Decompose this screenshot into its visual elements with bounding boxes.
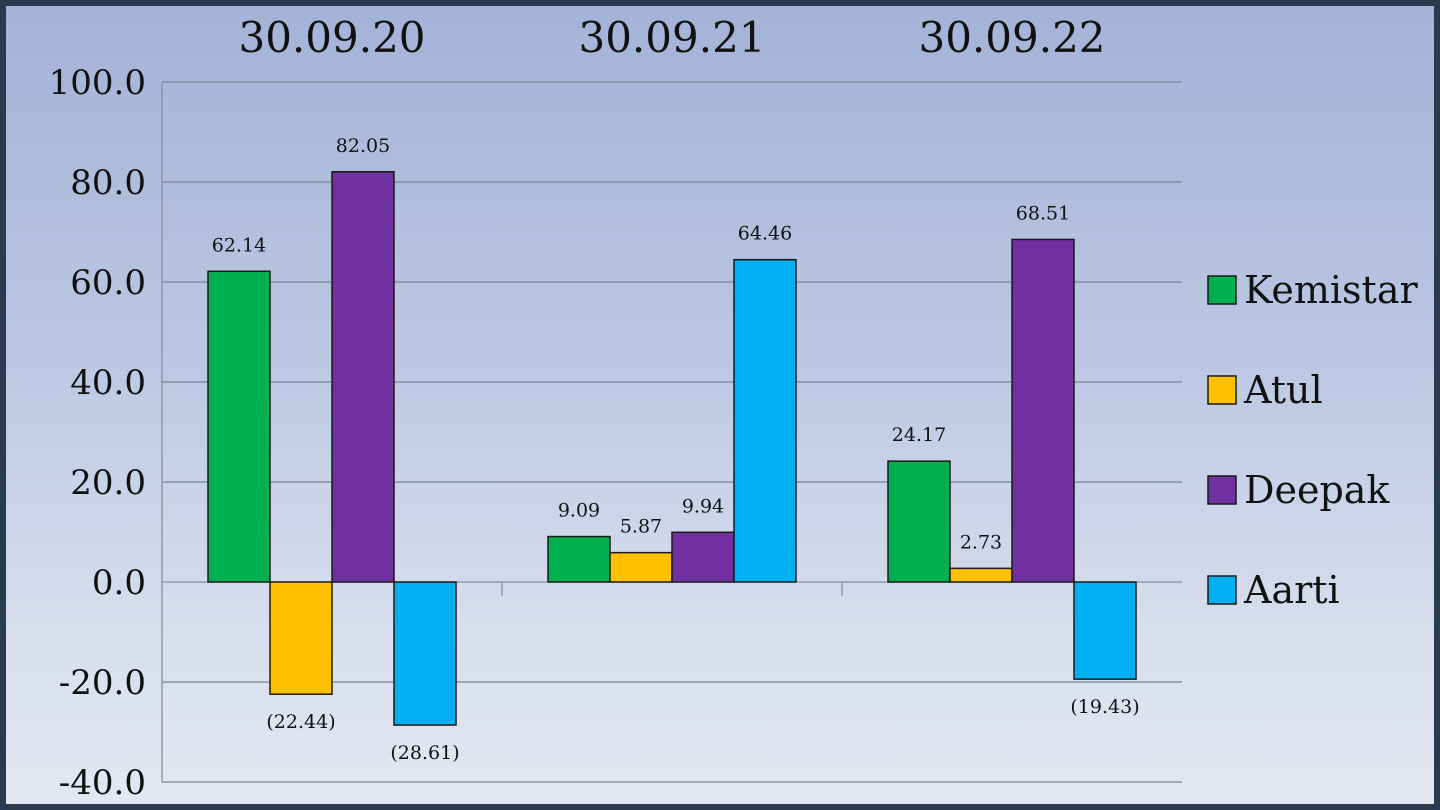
bar xyxy=(269,581,333,695)
data-label: (19.43) xyxy=(1070,696,1139,718)
data-label: (22.44) xyxy=(266,711,335,733)
legend-swatch xyxy=(1207,475,1237,505)
data-label: 68.51 xyxy=(1016,202,1070,224)
category-label: 30.09.21 xyxy=(578,13,765,62)
legend-swatch xyxy=(1207,375,1237,405)
bar xyxy=(207,270,271,583)
bar xyxy=(331,171,395,583)
category-label: 30.09.22 xyxy=(918,13,1105,62)
bar xyxy=(887,460,951,583)
bars xyxy=(207,171,1137,726)
bar-chart: 100.0 80.0 60.0 40.0 20.0 0.0 -20.0 -40.0 62.14… xyxy=(49,13,1419,803)
y-tick-label: 40.0 xyxy=(70,363,146,403)
y-tick-label: 20.0 xyxy=(70,463,146,503)
chart-frame: 100.0 80.0 60.0 40.0 20.0 0.0 -20.0 -40.0 62.14… xyxy=(6,6,1434,804)
y-tick-label: 60.0 xyxy=(70,263,146,303)
y-tick-label: 100.0 xyxy=(49,63,146,103)
data-labels: 62.14 (22.44) 82.05 (28.61) 9.09 5.87 9.94 64.4… xyxy=(212,135,1140,764)
bar xyxy=(949,567,1013,583)
legend-label: Deepak xyxy=(1244,468,1390,512)
data-label: 24.17 xyxy=(892,424,946,446)
data-label: 64.46 xyxy=(738,223,792,245)
legend-swatch xyxy=(1207,575,1237,605)
bar xyxy=(393,581,457,726)
bar xyxy=(671,531,735,583)
bar xyxy=(1011,238,1075,583)
data-label: 2.73 xyxy=(960,531,1002,553)
legend-label: Aarti xyxy=(1243,568,1340,612)
bar xyxy=(609,551,673,583)
y-tick-label: -20.0 xyxy=(59,663,146,703)
data-label: 5.87 xyxy=(620,516,662,538)
y-tick-label: -40.0 xyxy=(59,763,146,803)
legend-label: Atul xyxy=(1243,368,1323,412)
bar xyxy=(547,535,611,583)
y-axis-ticks: 100.0 80.0 60.0 40.0 20.0 0.0 -20.0 -40.0 xyxy=(49,63,146,803)
bar xyxy=(1073,581,1137,680)
y-tick-label: 80.0 xyxy=(70,163,146,203)
category-label: 30.09.20 xyxy=(238,13,425,62)
data-label: 82.05 xyxy=(336,135,390,157)
legend: Kemistar Atul Deepak Aarti xyxy=(1207,268,1418,612)
category-labels: 30.09.20 30.09.21 30.09.22 xyxy=(238,13,1105,62)
legend-label: Kemistar xyxy=(1244,268,1418,312)
data-label: 9.09 xyxy=(558,500,600,522)
data-label: 9.94 xyxy=(682,495,724,517)
data-label: 62.14 xyxy=(212,234,266,256)
bar xyxy=(733,258,797,583)
legend-swatch xyxy=(1207,275,1237,305)
y-tick-label: 0.0 xyxy=(92,563,146,603)
data-label: (28.61) xyxy=(390,742,459,764)
